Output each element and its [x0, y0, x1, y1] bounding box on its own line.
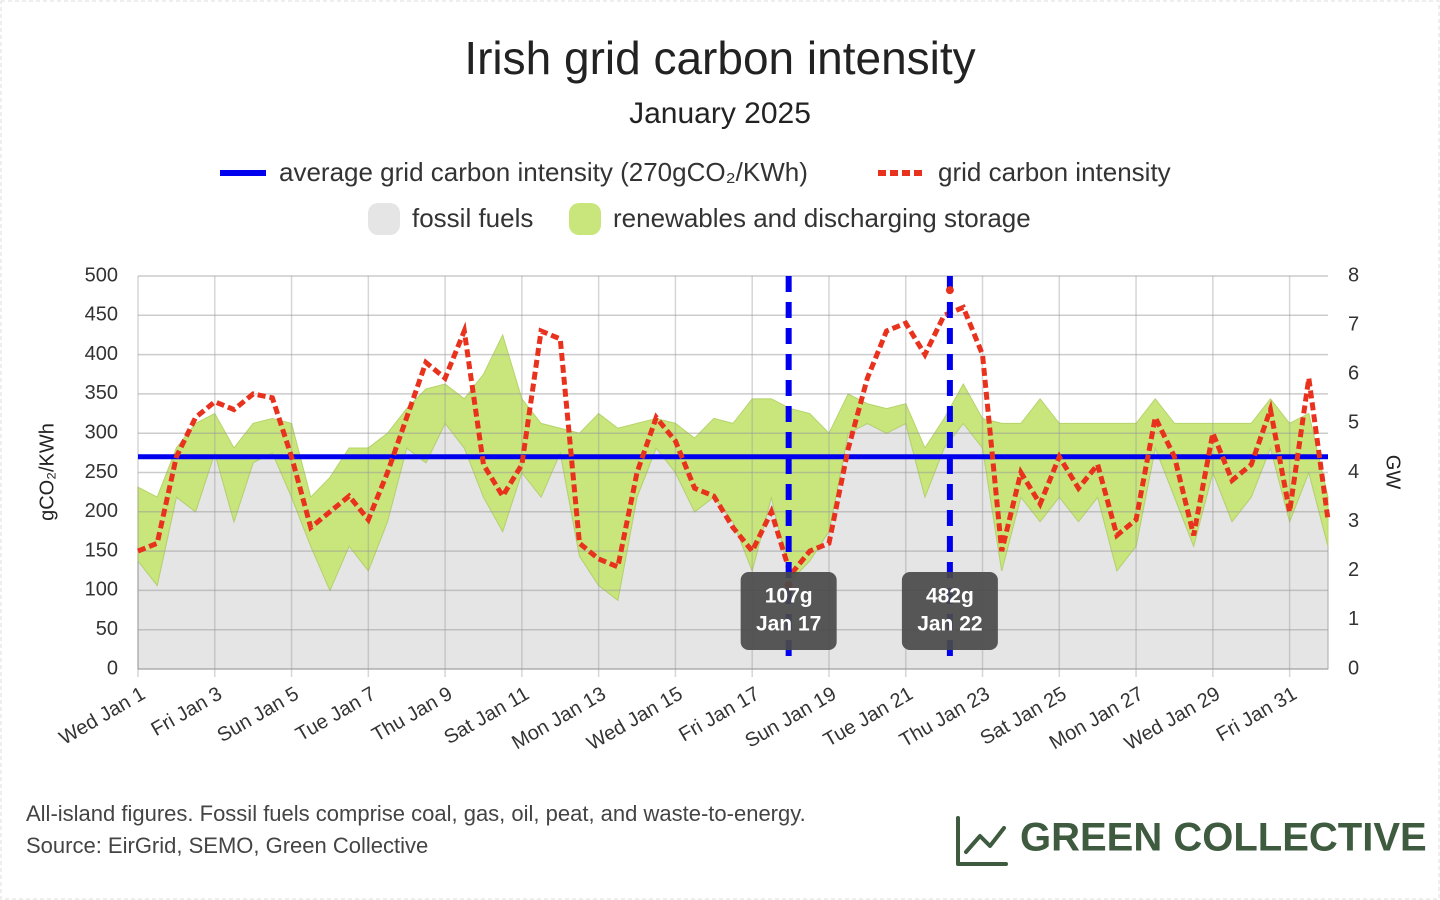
y-tick-label: 500 [85, 264, 118, 286]
legend-label: average grid carbon intensity (270gCO₂/K… [279, 157, 808, 187]
y-tick-label: 200 [85, 500, 118, 522]
annotation-point [945, 286, 954, 295]
legend-label: renewables and discharging storage [613, 203, 1031, 233]
brand-name: GREEN COLLECTIVE [1020, 816, 1427, 860]
annotation-date: Jan 17 [756, 613, 821, 636]
legend-label: grid carbon intensity [938, 157, 1171, 187]
chart-subtitle: January 2025 [629, 97, 811, 130]
y-tick-label: 50 [96, 618, 118, 640]
legend: average grid carbon intensity (270gCO₂/K… [220, 157, 1171, 235]
logo-axis [956, 816, 1008, 866]
y2-axis-label: GW [1382, 455, 1404, 490]
footer-source: Source: EirGrid, SEMO, Green Collective [26, 833, 428, 858]
logo-line [964, 826, 1006, 854]
y-tick-label: 400 [85, 343, 118, 365]
y2-tick-label: 2 [1348, 559, 1359, 581]
y-tick-label: 250 [85, 461, 118, 483]
y-tick-label: 300 [85, 421, 118, 443]
y-tick-label: 0 [107, 657, 118, 679]
legend-swatch [368, 203, 400, 235]
y2-tick-label: 7 [1348, 313, 1359, 335]
y2-tick-label: 4 [1348, 461, 1359, 483]
y2-tick-label: 1 [1348, 608, 1359, 630]
legend-label: fossil fuels [412, 203, 533, 233]
annotation-date: Jan 22 [917, 613, 982, 636]
y-tick-label: 450 [85, 304, 118, 326]
y2-tick-label: 5 [1348, 412, 1359, 434]
annotation-value: 482g [926, 585, 974, 608]
y-axis-label: gCO₂/KWh [36, 423, 58, 521]
legend-swatch [569, 203, 601, 235]
y-tick-label: 350 [85, 382, 118, 404]
y2-tick-label: 6 [1348, 363, 1359, 385]
y-tick-label: 100 [85, 579, 118, 601]
y2-tick-label: 8 [1348, 264, 1359, 286]
y2-tick-label: 0 [1348, 657, 1359, 679]
annotation-box [740, 572, 837, 650]
brand-logo [956, 816, 1008, 866]
y-tick-label: 150 [85, 539, 118, 561]
carbon-line [137, 304, 1331, 580]
y2-tick-label: 3 [1348, 510, 1359, 532]
chart-title: Irish grid carbon intensity [464, 32, 975, 84]
footer-note: All-island figures. Fossil fuels compris… [26, 801, 806, 826]
annotation-box [901, 572, 998, 650]
annotation-value: 107g [765, 585, 813, 608]
